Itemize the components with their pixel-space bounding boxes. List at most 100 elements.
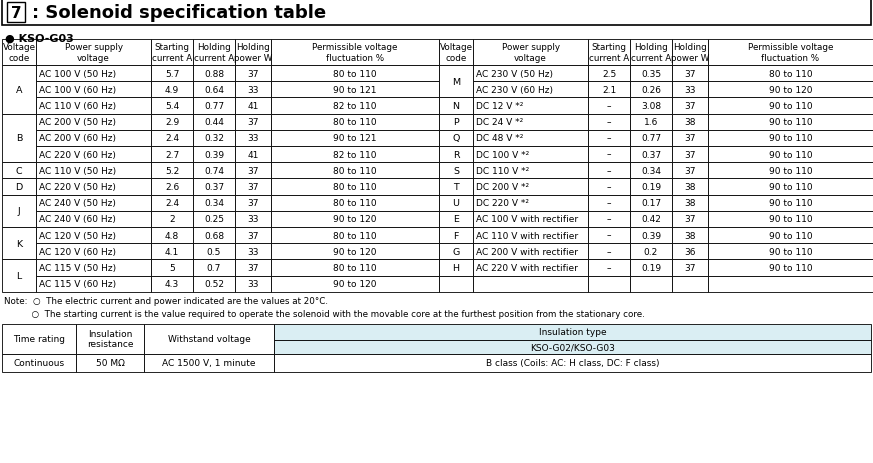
Bar xyxy=(672,244,708,260)
Bar xyxy=(439,276,473,292)
Bar xyxy=(672,276,708,292)
Text: AC 100 V (50 Hz): AC 100 V (50 Hz) xyxy=(39,69,116,78)
Bar xyxy=(439,260,473,276)
Text: P: P xyxy=(453,118,459,127)
Text: Insulation
resistance: Insulation resistance xyxy=(86,329,134,349)
Bar xyxy=(193,114,235,131)
Bar xyxy=(473,40,588,66)
Bar xyxy=(630,179,672,195)
Text: 37: 37 xyxy=(247,166,258,175)
Text: –: – xyxy=(607,199,611,208)
Text: 0.17: 0.17 xyxy=(641,199,661,208)
Bar xyxy=(36,195,151,211)
Text: A: A xyxy=(16,86,22,94)
Text: 37: 37 xyxy=(247,199,258,208)
Bar xyxy=(36,244,151,260)
Text: 38: 38 xyxy=(684,231,696,240)
Bar xyxy=(271,244,439,260)
Bar xyxy=(672,131,708,147)
Text: AC 200 V (50 Hz): AC 200 V (50 Hz) xyxy=(39,118,116,127)
Text: 3.08: 3.08 xyxy=(641,102,661,111)
Bar xyxy=(235,131,271,147)
Text: 2: 2 xyxy=(169,215,175,224)
Bar xyxy=(630,66,672,82)
Bar xyxy=(271,211,439,227)
Text: AC 1500 V, 1 minute: AC 1500 V, 1 minute xyxy=(162,358,256,368)
Text: Starting
current A: Starting current A xyxy=(152,43,192,63)
Bar xyxy=(151,260,193,276)
Bar xyxy=(7,3,25,23)
Bar xyxy=(193,82,235,98)
Bar xyxy=(588,131,630,147)
Text: 0.39: 0.39 xyxy=(641,231,661,240)
Text: Holding
power W: Holding power W xyxy=(234,43,272,63)
Bar xyxy=(708,114,873,131)
Bar xyxy=(36,114,151,131)
Bar xyxy=(708,66,873,82)
Bar xyxy=(151,98,193,114)
Bar xyxy=(708,260,873,276)
Bar xyxy=(708,82,873,98)
Bar xyxy=(193,66,235,82)
Text: 90 to 110: 90 to 110 xyxy=(769,166,812,175)
Bar xyxy=(708,195,873,211)
Bar xyxy=(271,260,439,276)
Text: AC 110 V (50 Hz): AC 110 V (50 Hz) xyxy=(39,166,116,175)
Bar xyxy=(473,131,588,147)
Bar xyxy=(473,260,588,276)
Bar xyxy=(439,147,473,163)
Bar xyxy=(708,40,873,66)
Bar xyxy=(588,40,630,66)
Text: 4.8: 4.8 xyxy=(165,231,179,240)
Text: 90 to 120: 90 to 120 xyxy=(333,280,377,288)
Bar xyxy=(439,195,473,211)
Text: –: – xyxy=(607,263,611,272)
Bar xyxy=(193,179,235,195)
Bar xyxy=(672,114,708,131)
Text: 37: 37 xyxy=(684,102,696,111)
Text: 33: 33 xyxy=(247,247,258,256)
Text: 80 to 110: 80 to 110 xyxy=(333,166,377,175)
Bar xyxy=(630,40,672,66)
Text: 2.6: 2.6 xyxy=(165,182,179,192)
Text: 80 to 110: 80 to 110 xyxy=(333,182,377,192)
Text: AC 100 V (60 Hz): AC 100 V (60 Hz) xyxy=(39,86,116,94)
Text: 90 to 110: 90 to 110 xyxy=(769,182,812,192)
Text: 82 to 110: 82 to 110 xyxy=(333,150,377,159)
Bar xyxy=(630,260,672,276)
Text: DC 48 V *²: DC 48 V *² xyxy=(476,134,524,143)
Bar xyxy=(193,276,235,292)
Text: 37: 37 xyxy=(684,134,696,143)
Bar xyxy=(271,66,439,82)
Bar xyxy=(193,244,235,260)
Bar xyxy=(473,227,588,244)
Text: 5.4: 5.4 xyxy=(165,102,179,111)
Text: 5.2: 5.2 xyxy=(165,166,179,175)
Text: Note:  ○  The electric current and power indicated are the values at 20°C.: Note: ○ The electric current and power i… xyxy=(4,296,328,305)
Text: 0.44: 0.44 xyxy=(204,118,224,127)
Bar xyxy=(2,66,36,114)
Text: C: C xyxy=(16,166,23,175)
Bar xyxy=(2,163,36,179)
Text: AC 230 V (50 Hz): AC 230 V (50 Hz) xyxy=(476,69,553,78)
Bar xyxy=(151,163,193,179)
Text: 0.32: 0.32 xyxy=(204,134,224,143)
Text: –: – xyxy=(607,134,611,143)
Bar xyxy=(473,114,588,131)
Text: DC 220 V *²: DC 220 V *² xyxy=(476,199,529,208)
Bar xyxy=(193,40,235,66)
Text: 37: 37 xyxy=(247,263,258,272)
Bar xyxy=(588,276,630,292)
Bar xyxy=(2,114,36,163)
Bar xyxy=(193,227,235,244)
Text: S: S xyxy=(453,166,459,175)
Bar xyxy=(439,244,473,260)
Bar xyxy=(151,195,193,211)
Text: 0.2: 0.2 xyxy=(644,247,658,256)
Text: 80 to 110: 80 to 110 xyxy=(333,69,377,78)
Bar xyxy=(271,163,439,179)
Text: 37: 37 xyxy=(684,215,696,224)
Text: –: – xyxy=(607,215,611,224)
Bar xyxy=(588,260,630,276)
Text: 2.5: 2.5 xyxy=(601,69,616,78)
